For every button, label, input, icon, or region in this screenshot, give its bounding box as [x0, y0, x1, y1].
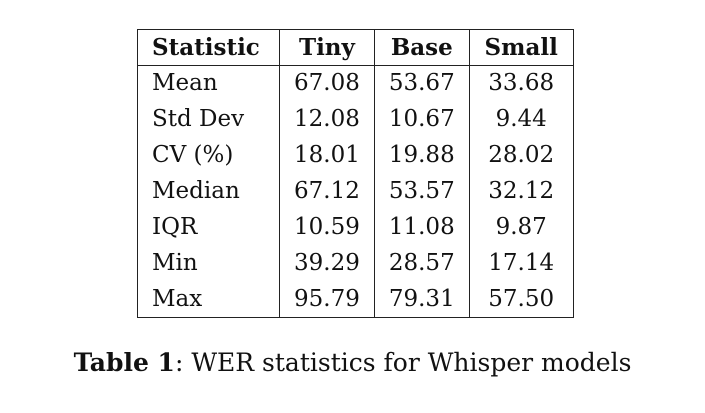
- wer-statistics-table: Statistic Tiny Base Small Mean 67.08 53.…: [137, 29, 574, 318]
- header-row: Statistic Tiny Base Small: [137, 29, 574, 66]
- cell-base: 53.57: [373, 173, 470, 210]
- header-base: Base: [373, 29, 470, 66]
- table-caption: Table 1: WER statistics for Whisper mode…: [0, 348, 705, 378]
- cell-small: 57.50: [468, 281, 574, 318]
- table-row: Max 95.79 79.31 57.50: [137, 281, 574, 318]
- caption-text: : WER statistics for Whisper models: [174, 348, 632, 377]
- cell-tiny: 12.08: [279, 101, 375, 138]
- cell-tiny: 67.08: [279, 65, 375, 102]
- row-label: Max: [137, 281, 280, 318]
- header-statistic: Statistic: [137, 29, 280, 66]
- cell-base: 19.88: [373, 137, 470, 174]
- header-small: Small: [468, 29, 574, 66]
- cell-small: 9.87: [468, 209, 574, 246]
- table-row: Min 39.29 28.57 17.14: [137, 245, 574, 282]
- row-label: Std Dev: [137, 101, 280, 138]
- cell-tiny: 67.12: [279, 173, 375, 210]
- cell-tiny: 95.79: [279, 281, 375, 318]
- cell-tiny: 10.59: [279, 209, 375, 246]
- cell-tiny: 39.29: [279, 245, 375, 282]
- cell-base: 28.57: [373, 245, 470, 282]
- cell-tiny: 18.01: [279, 137, 375, 174]
- row-label: Median: [137, 173, 280, 210]
- cell-base: 53.67: [373, 65, 470, 102]
- cell-base: 11.08: [373, 209, 470, 246]
- table-header: Statistic Tiny Base Small: [137, 29, 574, 66]
- table-row: IQR 10.59 11.08 9.87: [137, 209, 574, 246]
- table-row: Std Dev 12.08 10.67 9.44: [137, 101, 574, 138]
- header-tiny: Tiny: [279, 29, 375, 66]
- cell-small: 9.44: [468, 101, 574, 138]
- table-row: CV (%) 18.01 19.88 28.02: [137, 137, 574, 174]
- row-label: IQR: [137, 209, 280, 246]
- row-label: Mean: [137, 65, 280, 102]
- row-label: Min: [137, 245, 280, 282]
- table-row: Median 67.12 53.57 32.12: [137, 173, 574, 210]
- caption-label: Table 1: [73, 348, 175, 377]
- cell-small: 28.02: [468, 137, 574, 174]
- cell-small: 17.14: [468, 245, 574, 282]
- cell-small: 33.68: [468, 65, 574, 102]
- cell-small: 32.12: [468, 173, 574, 210]
- cell-base: 79.31: [373, 281, 470, 318]
- table-body: Mean 67.08 53.67 33.68 Std Dev 12.08 10.…: [137, 65, 574, 318]
- cell-base: 10.67: [373, 101, 470, 138]
- row-label: CV (%): [137, 137, 280, 174]
- table-row: Mean 67.08 53.67 33.68: [137, 65, 574, 102]
